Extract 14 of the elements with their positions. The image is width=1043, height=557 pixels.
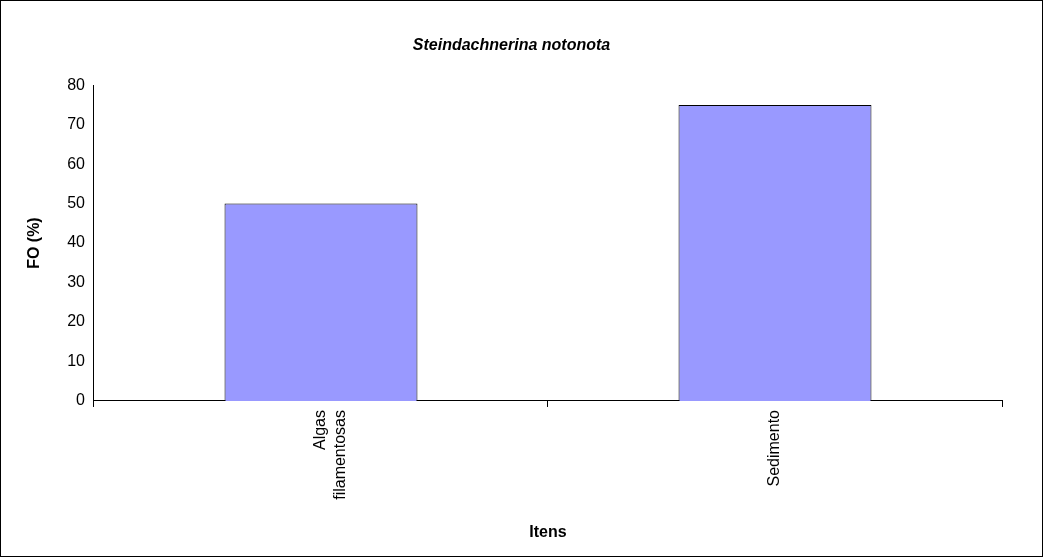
x-tick-label: Algas filamentosas bbox=[311, 409, 348, 500]
y-tick-label: 0 bbox=[76, 391, 86, 409]
y-tick-label: 10 bbox=[67, 351, 86, 369]
x-axis-title: Itens bbox=[529, 522, 567, 540]
y-tick-label: 30 bbox=[67, 272, 86, 290]
y-tick-label: 50 bbox=[67, 194, 86, 212]
y-tick-label: 80 bbox=[67, 75, 86, 93]
x-tick-label: Sedimento bbox=[765, 409, 783, 487]
y-tick-label: 20 bbox=[67, 312, 86, 330]
chart-title: Steindachnerina notonota bbox=[412, 36, 611, 54]
y-tick-label: 40 bbox=[67, 233, 86, 251]
y-tick-label: 60 bbox=[67, 154, 86, 172]
y-axis-title: FO (%) bbox=[25, 217, 43, 269]
y-tick-label: 70 bbox=[67, 115, 86, 133]
